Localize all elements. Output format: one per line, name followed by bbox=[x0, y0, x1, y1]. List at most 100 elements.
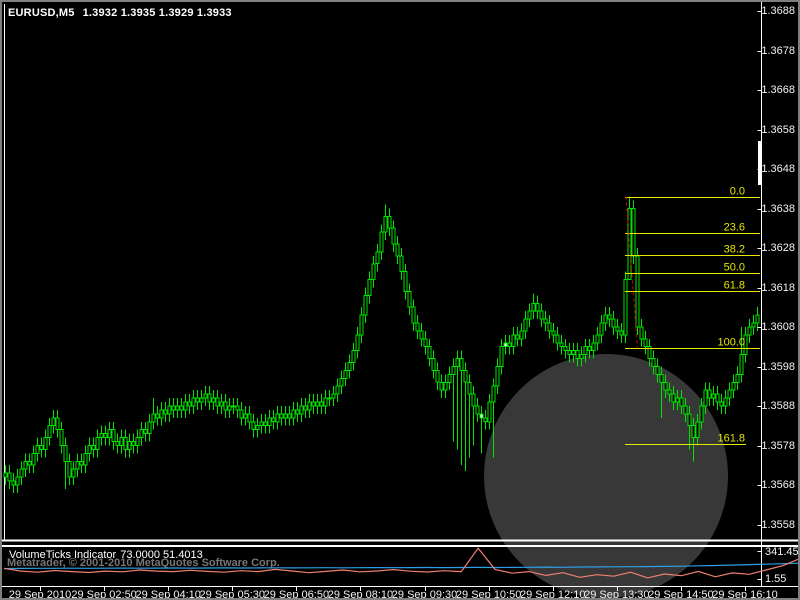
candle-body bbox=[291, 409, 296, 419]
price-axis-label: 1.3598 bbox=[761, 360, 795, 373]
candle-body bbox=[179, 405, 184, 411]
candle-body bbox=[683, 405, 688, 415]
candle-body bbox=[343, 369, 348, 379]
candle-body bbox=[103, 433, 108, 439]
indicator-axis-max-label: 341.45 bbox=[765, 546, 799, 558]
candle-body bbox=[703, 389, 708, 407]
candle-body bbox=[631, 208, 636, 257]
time-axis-label: 29 Sep 14:50 bbox=[648, 589, 714, 600]
candle-body bbox=[579, 354, 584, 360]
candle-body bbox=[495, 366, 500, 387]
candle-body bbox=[175, 405, 180, 411]
candle-body bbox=[287, 413, 292, 419]
candle-body bbox=[35, 445, 40, 454]
candle-body bbox=[167, 405, 172, 415]
candle-body bbox=[119, 437, 124, 447]
candle-body bbox=[159, 409, 164, 419]
fibonacci-retracement[interactable]: 0.0 23.6 38.2 50.0 61.8 100.0 161.8 bbox=[625, 186, 760, 445]
candle-body bbox=[519, 330, 524, 340]
candle-body bbox=[607, 314, 612, 320]
candle-body bbox=[387, 215, 392, 229]
ohlc-quote-label: 1.3932 1.3935 1.3929 1.3933 bbox=[82, 7, 232, 19]
candle-body bbox=[111, 429, 116, 443]
candle-body bbox=[267, 417, 272, 427]
candle-body bbox=[187, 401, 192, 407]
candle-body bbox=[419, 330, 424, 340]
candle-body bbox=[715, 393, 720, 403]
candle-body bbox=[651, 358, 656, 368]
indicator-red-line bbox=[3, 547, 798, 579]
candle-body bbox=[63, 445, 68, 462]
indicator-blue-line bbox=[3, 562, 798, 570]
price-axis-border[interactable] bbox=[757, 2, 762, 586]
price-axis-label: 1.3618 bbox=[761, 281, 795, 294]
candle-body bbox=[15, 476, 20, 486]
chart-title: EURUSD,M5 1.3932 1.3935 1.3929 1.3933 bbox=[8, 7, 232, 19]
candle-body bbox=[95, 437, 100, 450]
metaquotes-watermark-circle bbox=[484, 354, 728, 598]
candle-body bbox=[479, 413, 484, 419]
candle-body bbox=[447, 373, 452, 383]
candle-body bbox=[3, 472, 8, 478]
price-axis-label: 1.3648 bbox=[761, 163, 795, 175]
time-axis-label: 29 Sep 04:10 bbox=[135, 589, 201, 600]
candle-body bbox=[131, 441, 136, 446]
candle-body bbox=[563, 346, 568, 352]
indicator-name-label: VolumeTicks Indicator bbox=[9, 549, 117, 561]
candle-body bbox=[51, 417, 56, 427]
candle-body bbox=[599, 322, 604, 336]
candle-body bbox=[139, 429, 144, 439]
candle-body bbox=[503, 342, 508, 348]
candle-body bbox=[215, 397, 220, 407]
candle-body bbox=[335, 385, 340, 395]
candle-body bbox=[367, 279, 372, 296]
candle-body bbox=[127, 441, 132, 450]
candle-body bbox=[435, 369, 440, 383]
fib-level-label: 38.2 bbox=[724, 244, 745, 256]
candle-body bbox=[323, 397, 328, 407]
candle-body bbox=[75, 460, 80, 470]
candle-body bbox=[311, 401, 316, 407]
fib-level-label: 100.0 bbox=[717, 337, 745, 349]
candle-body bbox=[275, 413, 280, 423]
price-axis-label: 1.3658 bbox=[761, 123, 795, 136]
candle-body bbox=[739, 354, 744, 375]
candle-body bbox=[391, 227, 396, 245]
candle-body bbox=[355, 334, 360, 352]
candle-body bbox=[299, 405, 304, 415]
time-axis-label: 29 Sep 12:10 bbox=[519, 589, 586, 600]
candle-body bbox=[351, 350, 356, 364]
candle-body bbox=[231, 405, 236, 408]
candle-body bbox=[19, 468, 24, 478]
candle-body bbox=[247, 413, 252, 423]
candle-body bbox=[319, 401, 324, 407]
candle-body bbox=[707, 389, 712, 399]
candle-body bbox=[99, 433, 104, 439]
candle-body bbox=[183, 401, 188, 411]
candle-body bbox=[591, 342, 596, 352]
candle-body bbox=[595, 334, 600, 344]
candle-body bbox=[747, 326, 752, 336]
candle-body bbox=[7, 472, 12, 482]
candle-body bbox=[219, 401, 224, 407]
candle-body bbox=[243, 413, 248, 419]
candle-body bbox=[527, 310, 532, 320]
candle-body bbox=[115, 441, 120, 446]
candle-body bbox=[163, 409, 168, 415]
candle-body bbox=[691, 425, 696, 439]
fib-level-label: 0.0 bbox=[730, 186, 745, 198]
candle-body bbox=[203, 393, 208, 399]
volumeticks-indicator-series[interactable] bbox=[3, 547, 800, 579]
candle-body bbox=[623, 279, 628, 336]
candle-body bbox=[655, 366, 660, 375]
candle-body bbox=[559, 342, 564, 348]
candle-body bbox=[471, 393, 476, 407]
candle-body bbox=[135, 437, 140, 447]
candle-body bbox=[723, 397, 728, 407]
candle-body bbox=[407, 290, 412, 308]
price-axis-label: 1.3608 bbox=[761, 321, 795, 333]
candle-body bbox=[347, 362, 352, 371]
fib-level-label: 50.0 bbox=[724, 262, 745, 274]
